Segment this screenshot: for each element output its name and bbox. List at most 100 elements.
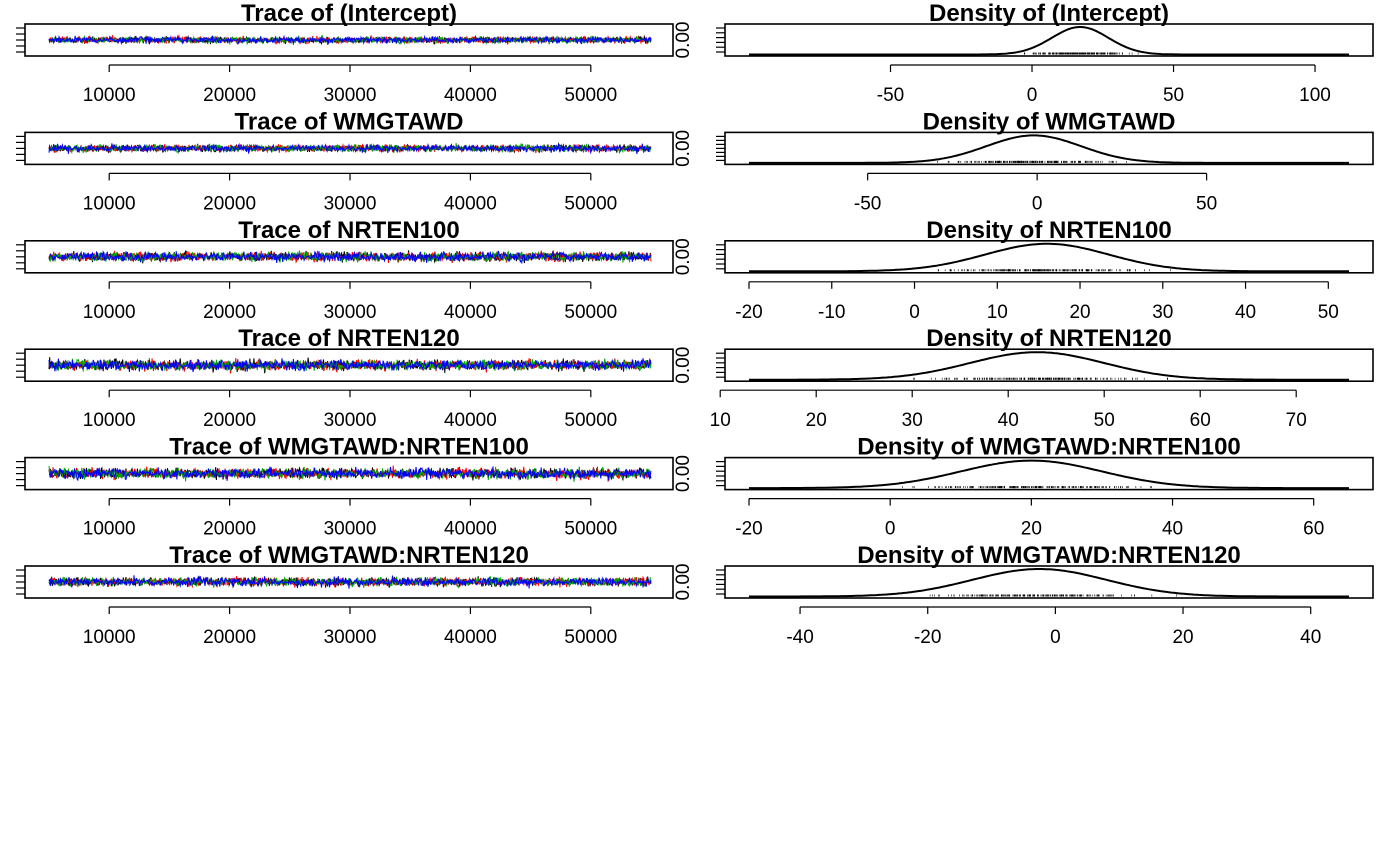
x-tick-label: 60 — [1190, 410, 1211, 431]
x-axis: 10000 20000 30000 40000 50000 — [83, 64, 617, 106]
x-tick-label: -50 — [854, 193, 881, 214]
x-tick-label: 20000 — [203, 193, 256, 214]
x-tick-label: 30000 — [324, 85, 377, 106]
x-tick-label: -20 — [735, 302, 762, 323]
x-tick-label: 10000 — [83, 302, 136, 323]
y-tick-label: 0.00 — [673, 564, 694, 601]
trace-panel-1: Trace of WMGTAWD 10000 20000 30000 40000 5000… — [16, 108, 674, 214]
x-tick-label: 20000 — [203, 519, 256, 540]
trace-series-3 — [48, 142, 652, 155]
x-axis: 10000 20000 30000 40000 50000 — [83, 498, 617, 540]
x-tick-label: 20000 — [203, 627, 256, 648]
x-tick-label: 40000 — [444, 627, 497, 648]
x-tick-label: 10 — [710, 410, 731, 431]
x-tick-label: 50000 — [564, 627, 617, 648]
x-tick-label: 50000 — [564, 302, 617, 323]
x-tick-label: 50 — [1196, 193, 1217, 214]
x-tick-label: 20 — [1021, 519, 1042, 540]
x-tick-label: 10000 — [83, 193, 136, 214]
plot-frame — [724, 456, 1374, 491]
x-tick-label: 30000 — [324, 410, 377, 431]
y-tick-label: 0.00 — [673, 22, 694, 59]
x-tick-label: 30 — [902, 410, 923, 431]
trace-series-3 — [48, 574, 652, 589]
x-tick-label: -10 — [818, 302, 845, 323]
x-tick-label: 30000 — [324, 302, 377, 323]
trace-panel-2: Trace of NRTEN100 10000 20000 30000 40000 500… — [16, 217, 674, 323]
x-axis: -50 0 50 — [854, 172, 1217, 214]
x-tick-label: 40000 — [444, 85, 497, 106]
panel-title: Density of NRTEN100 — [926, 217, 1171, 244]
x-axis: 10000 20000 30000 40000 50000 — [83, 389, 617, 431]
x-tick-label: 50000 — [564, 519, 617, 540]
x-tick-label: 10000 — [83, 85, 136, 106]
x-tick-label: 30 — [1152, 302, 1173, 323]
trace-series-3 — [48, 34, 652, 46]
x-tick-label: 0 — [1027, 85, 1038, 106]
density-panel-2: Density of NRTEN100 0.00 -20 -10 0 10 20 30 40 50 — [673, 217, 1374, 323]
x-tick-label: 20 — [1069, 302, 1090, 323]
panel-title: Trace of WMGTAWD — [235, 108, 464, 135]
x-tick-label: 30000 — [324, 627, 377, 648]
x-tick-label: 20 — [806, 410, 827, 431]
x-tick-label: 50 — [1318, 302, 1339, 323]
x-tick-label: 20000 — [203, 85, 256, 106]
x-tick-label: -50 — [877, 85, 904, 106]
density-panel-0: Density of (Intercept) 0.00 -50 0 50 100 — [673, 0, 1374, 106]
x-tick-label: 20000 — [203, 302, 256, 323]
x-tick-label: 50000 — [564, 85, 617, 106]
rug-marks — [1023, 52, 1139, 55]
y-tick-label: 0.00 — [673, 130, 694, 167]
x-tick-label: 40 — [998, 410, 1019, 431]
rug-marks — [929, 594, 1177, 597]
panel-title: Density of (Intercept) — [929, 0, 1169, 27]
trace-panel-0: Trace of (Intercept) 10000 20000 30000 40000… — [16, 0, 674, 106]
trace-series-3 — [48, 358, 652, 373]
x-tick-label: 50 — [1094, 410, 1115, 431]
y-tick-label: 0.00 — [673, 347, 694, 384]
density-curve — [749, 351, 1349, 381]
trace-series-3 — [48, 250, 652, 265]
x-tick-label: 40000 — [444, 410, 497, 431]
density-panel-3: Density of NRTEN120 0.00 10 20 30 40 50 60 70 — [673, 325, 1374, 431]
x-tick-label: 0 — [1050, 627, 1061, 648]
panel-title: Density of WMGTAWD:NRTEN100 — [857, 434, 1241, 461]
x-tick-label: 30000 — [324, 193, 377, 214]
panel-title: Trace of NRTEN120 — [238, 325, 459, 352]
rug-marks — [937, 160, 1127, 163]
x-tick-label: 70 — [1286, 410, 1307, 431]
x-tick-label: 50 — [1163, 85, 1184, 106]
plot-frame — [724, 240, 1374, 274]
x-tick-label: 50000 — [564, 410, 617, 431]
x-tick-label: -40 — [786, 627, 813, 648]
density-curve — [749, 568, 1349, 598]
density-curve — [749, 134, 1349, 164]
x-axis: -50 0 50 100 — [877, 64, 1331, 106]
x-tick-label: 10000 — [83, 627, 136, 648]
x-tick-label: 10 — [987, 302, 1008, 323]
x-tick-label: 40000 — [444, 302, 497, 323]
x-tick-label: -20 — [735, 519, 762, 540]
panel-title: Trace of WMGTAWD:NRTEN100 — [169, 434, 529, 461]
y-tick-label: 0.00 — [673, 238, 694, 275]
x-axis: -20 -10 0 10 20 30 40 50 — [735, 281, 1339, 323]
x-tick-label: 0 — [885, 519, 896, 540]
panel-title: Density of WMGTAWD:NRTEN120 — [857, 542, 1241, 569]
x-axis: 10000 20000 30000 40000 50000 — [83, 281, 617, 323]
density-panel-1: Density of WMGTAWD 0.00 -50 0 50 — [673, 108, 1374, 214]
x-tick-label: 40 — [1235, 302, 1256, 323]
density-curve — [749, 242, 1349, 273]
x-tick-label: 10000 — [83, 410, 136, 431]
x-tick-label: 40000 — [444, 519, 497, 540]
trace-series-3 — [49, 466, 652, 482]
density-curve — [749, 26, 1349, 56]
panel-title: Trace of NRTEN100 — [238, 217, 459, 244]
density-panel-4: Density of WMGTAWD:NRTEN100 0.00 -20 0 20 40 6… — [673, 434, 1374, 540]
x-tick-label: 40 — [1300, 627, 1321, 648]
x-tick-label: 50000 — [564, 193, 617, 214]
x-axis: 10000 20000 30000 40000 50000 — [83, 172, 617, 214]
x-axis: -40 -20 0 20 40 — [786, 606, 1321, 648]
x-tick-label: 60 — [1303, 519, 1324, 540]
x-axis: -20 0 20 40 60 — [735, 498, 1324, 540]
